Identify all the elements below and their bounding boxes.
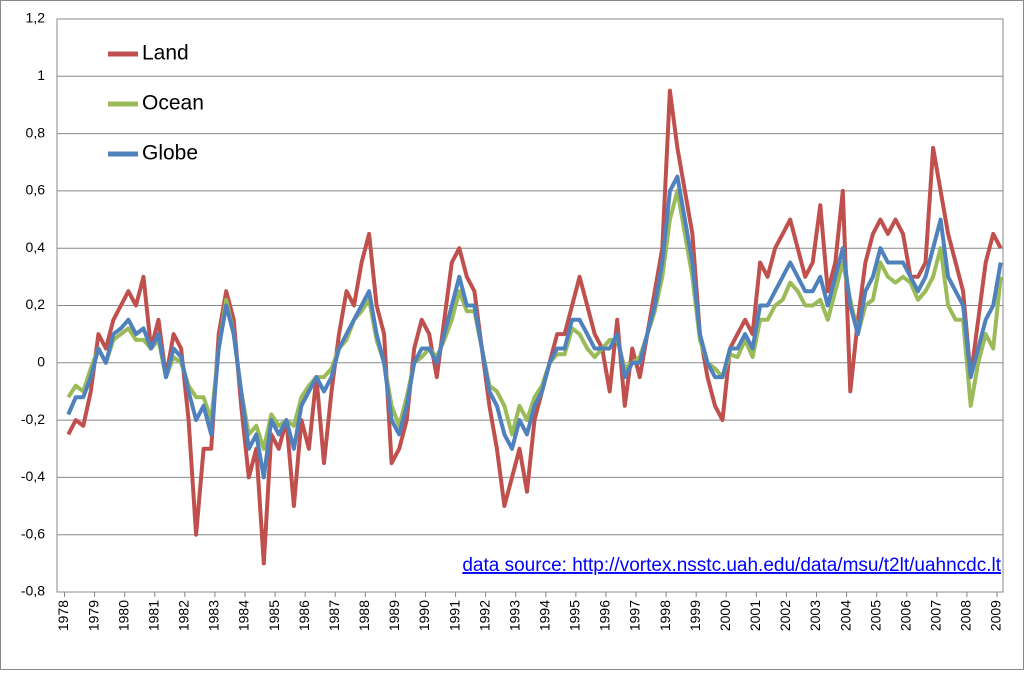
- x-tick-label: 1988: [356, 600, 372, 631]
- x-tick-label: 2008: [958, 600, 974, 631]
- x-tick-label: 1993: [506, 600, 522, 631]
- legend-label: Globe: [142, 142, 198, 165]
- legend-label: Land: [142, 42, 189, 65]
- x-tick-label: 1989: [386, 600, 402, 631]
- x-tick-label: 1980: [115, 600, 131, 631]
- plot-area: [56, 18, 1004, 593]
- x-tick-label: 2005: [867, 600, 883, 631]
- x-tick-label: 2001: [747, 600, 763, 631]
- y-tick-label: 1: [37, 67, 45, 83]
- legend-label: Ocean: [142, 92, 204, 115]
- x-tick-label: 2004: [837, 600, 853, 631]
- x-tick-label: 2003: [807, 600, 823, 631]
- y-tick-label: 1,2: [26, 10, 46, 26]
- x-tick-label: 1999: [687, 600, 703, 631]
- x-tick-label: 1982: [176, 600, 192, 631]
- x-tick-label: 1983: [206, 600, 222, 631]
- y-tick-label: -0,6: [21, 525, 45, 541]
- y-tick-label: 0,8: [26, 124, 46, 140]
- x-tick-label: 1987: [326, 600, 342, 631]
- x-tick-label: 1991: [446, 600, 462, 631]
- x-tick-label: 1981: [145, 600, 161, 631]
- x-tick-label: 1984: [236, 600, 252, 631]
- x-tick-label: 1997: [627, 600, 643, 631]
- y-tick-label: -0,2: [21, 411, 45, 427]
- x-tick-label: 2000: [717, 600, 733, 631]
- y-tick-label: 0,4: [26, 239, 46, 255]
- x-tick-label: 1978: [55, 600, 71, 631]
- y-tick-label: -0,8: [21, 583, 45, 599]
- x-tick-label: 2002: [777, 600, 793, 631]
- x-tick-label: 1996: [597, 600, 613, 631]
- x-tick-label: 1979: [85, 600, 101, 631]
- x-tick-label: 2006: [897, 600, 913, 631]
- y-tick-label: 0,6: [26, 182, 46, 198]
- x-tick-label: 1998: [657, 600, 673, 631]
- y-tick-label: 0,2: [26, 296, 46, 312]
- annotation: data source: http://vortex.nsstc.uah.edu…: [462, 555, 1001, 576]
- y-tick-label: -0,4: [21, 468, 45, 484]
- x-tick-label: 1985: [266, 600, 282, 631]
- x-tick-label: 2009: [988, 600, 1004, 631]
- x-tick-label: 1986: [296, 600, 312, 631]
- x-tick-label: 2007: [928, 600, 944, 631]
- series-line: [66, 174, 1003, 480]
- x-tick-label: 1992: [476, 600, 492, 631]
- x-tick-label: 1995: [567, 600, 583, 631]
- y-tick-label: 0: [37, 354, 45, 370]
- x-tick-label: 1994: [536, 600, 552, 631]
- x-tick-label: 1990: [416, 600, 432, 631]
